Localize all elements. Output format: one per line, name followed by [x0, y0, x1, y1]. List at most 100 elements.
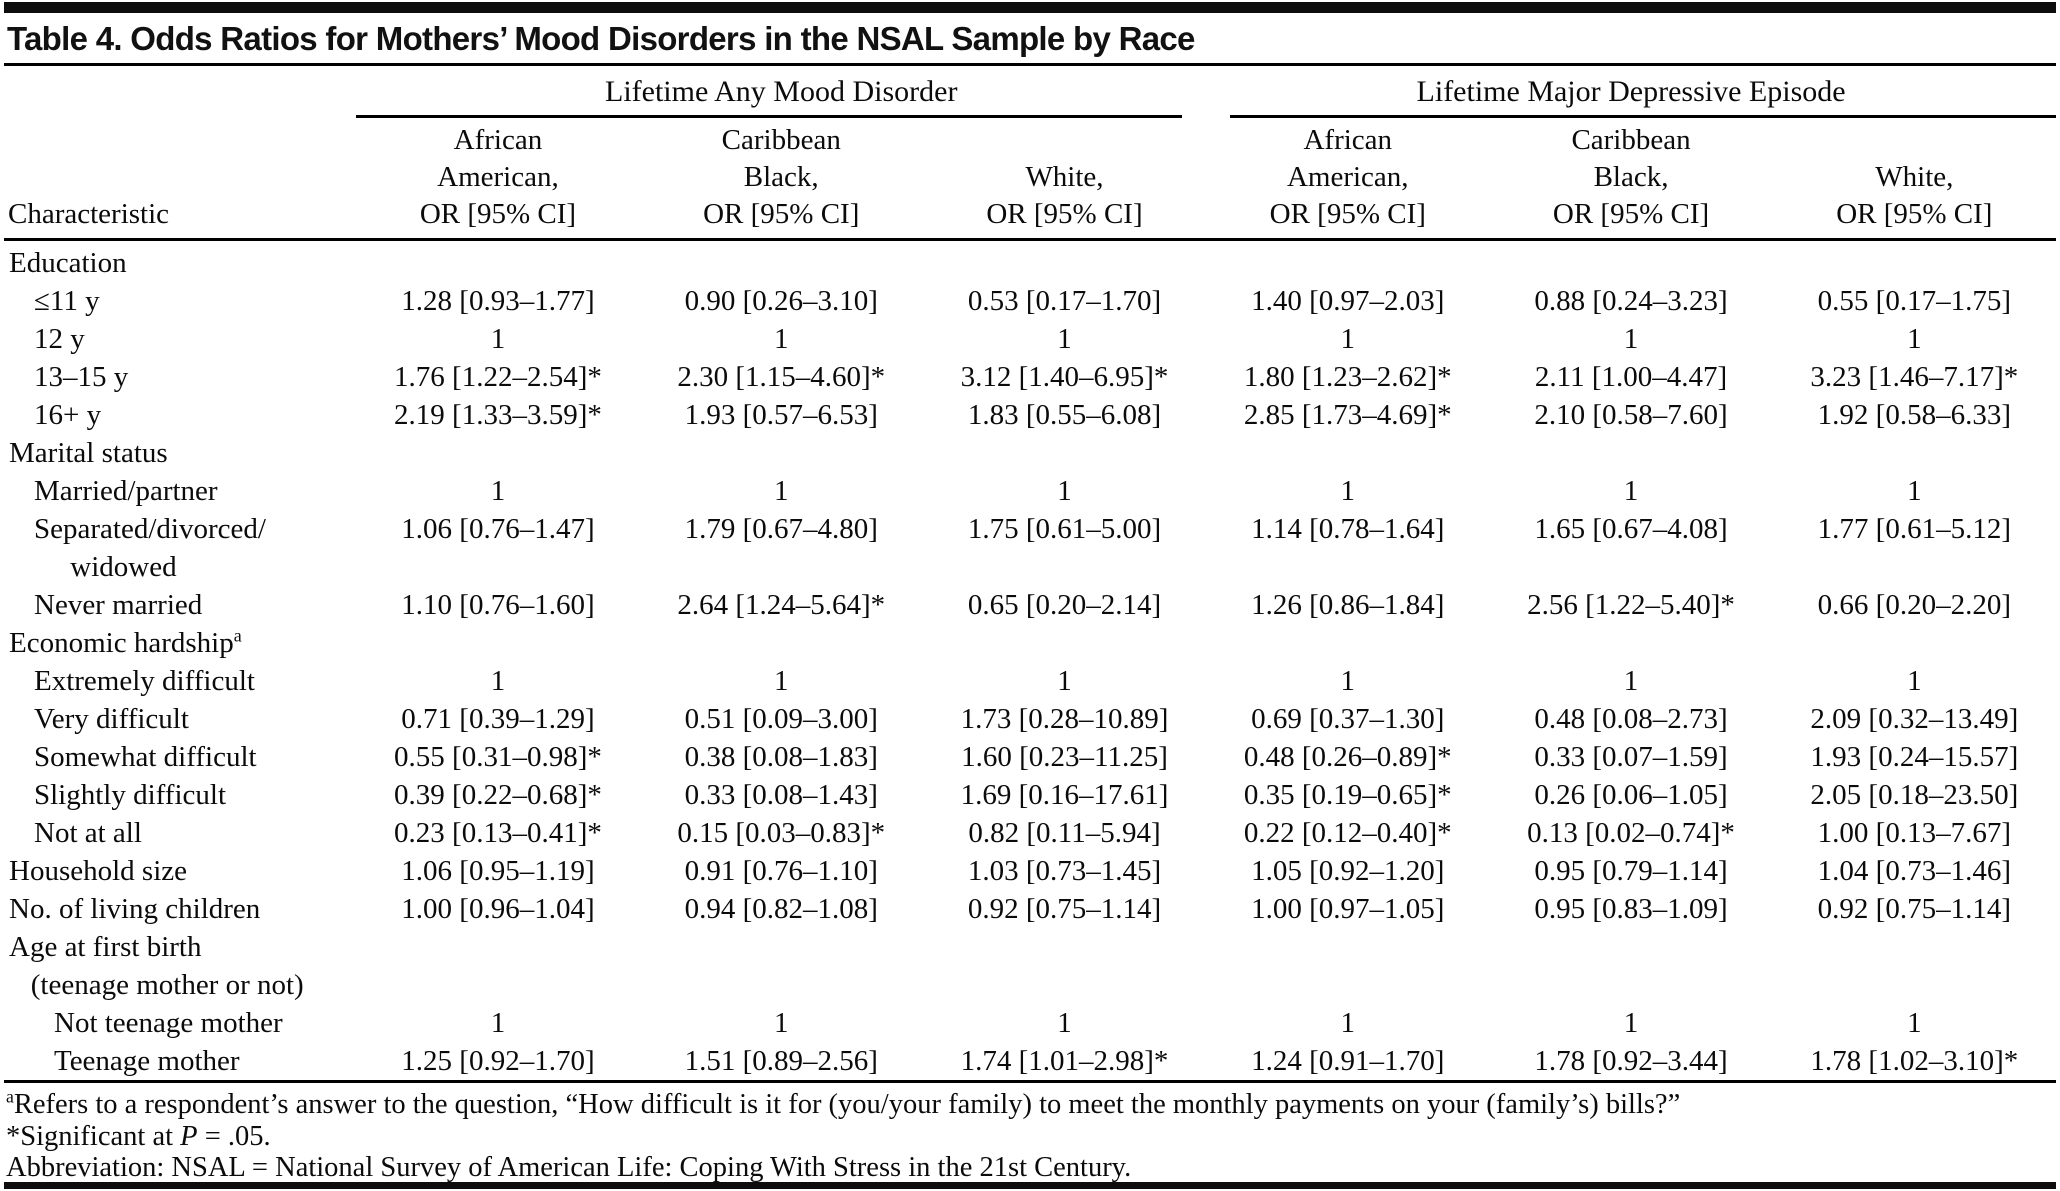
row-label: 13–15 y [34, 361, 129, 393]
row-label: Separated/divorced/ widowed [34, 513, 266, 583]
or-ci-value: 1.69 [0.16–17.61] [960, 779, 1169, 811]
row-label: Somewhat difficult [34, 741, 257, 773]
or-ci-value: 1.93 [0.24–15.57] [1810, 741, 2019, 773]
or-ci-value [1489, 241, 1772, 282]
footnote-economic-hardship: aRefers to a respondent’s answer to the … [6, 1088, 2056, 1121]
or-ci-value: 1.77 [0.61–5.12] [1817, 513, 2011, 545]
or-ci-value: 1 [1057, 475, 1072, 507]
footnote-italic-p: P [180, 1120, 198, 1152]
or-ci-value: 1.14 [0.78–1.64] [1251, 513, 1445, 545]
table-row: Slightly difficult 0.39 [0.22–0.68]* 0.33 … [4, 776, 2056, 814]
or-ci-value: 0.53 [0.17–1.70] [967, 285, 1162, 317]
or-ci-value: 1 [773, 665, 789, 697]
row-label: Teenage mother [54, 1045, 240, 1077]
or-ci-value: 1 [490, 1007, 506, 1039]
or-ci-value: 0.90 [0.26–3.10] [684, 285, 878, 317]
or-ci-value: 0.48 [0.26–0.89]* [1243, 741, 1452, 773]
table-row: 12 y 1 1 1 1 1 1 [4, 320, 2056, 358]
row-label: Married/partner [34, 475, 218, 507]
or-ci-value: 1 [773, 323, 789, 355]
column-header-white-any: White, OR [95% CI] [922, 118, 1207, 241]
or-ci-value [923, 241, 1206, 282]
or-ci-value: 0.33 [0.08–1.43] [684, 779, 878, 811]
footnote-text: Abbreviation: NSAL = National Survey of … [6, 1152, 1132, 1183]
table-row: Marital status [4, 434, 2056, 472]
row-label: Slightly difficult [34, 779, 226, 811]
or-ci-value: 0.55 [0.31–0.98]* [394, 741, 602, 773]
or-ci-value: 1.00 [0.96–1.04] [401, 893, 595, 925]
or-ci-value: 1 [1340, 475, 1356, 507]
or-ci-value [640, 241, 923, 282]
or-ci-value: 2.64 [1.24–5.64]* [677, 589, 886, 621]
or-ci-value: 1.93 [0.57–6.53] [684, 399, 878, 431]
row-label: Household size [9, 855, 187, 887]
row-label: Very difficult [34, 703, 189, 735]
or-ci-value: 1.00 [0.97–1.05] [1251, 893, 1445, 925]
or-ci-value [1773, 624, 2056, 662]
or-ci-value: 1.06 [0.76–1.47] [401, 513, 595, 545]
or-ci-value: 1 [1907, 475, 1922, 507]
or-ci-value: 1 [1057, 665, 1072, 697]
row-label: Extremely difficult [34, 665, 255, 697]
or-ci-value [923, 624, 1206, 662]
column-header-african-american-any: African American, OR [95% CI] [356, 118, 640, 241]
or-ci-value: 0.71 [0.39–1.29] [401, 703, 595, 735]
or-ci-value: 1 [1907, 323, 1922, 355]
or-ci-value: 1.78 [1.02–3.10]* [1810, 1045, 2019, 1077]
footnote-marker: a [233, 625, 242, 646]
or-ci-value: 0.51 [0.09–3.00] [684, 703, 878, 735]
or-ci-value: 1 [1623, 323, 1639, 355]
or-ci-value [1206, 928, 1489, 1004]
group-header-any-mood-disorder: Lifetime Any Mood Disorder [356, 68, 1206, 118]
footnotes: aRefers to a respondent’s answer to the … [6, 1088, 2056, 1184]
or-ci-value: 1.76 [1.22–2.54]* [394, 361, 602, 393]
or-ci-value [923, 928, 1206, 1004]
or-ci-value: 0.22 [0.12–0.40]* [1243, 817, 1452, 849]
or-ci-value: 2.19 [1.33–3.59]* [394, 399, 602, 431]
table-row: No. of living children 1.00 [0.96–1.04] 0.… [4, 890, 2056, 928]
row-label: Not teenage mother [54, 1007, 283, 1039]
or-ci-value: 0.23 [0.13–0.41]* [394, 817, 602, 849]
or-ci-value: 0.15 [0.03–0.83]* [677, 817, 886, 849]
or-ci-value: 1 [490, 665, 506, 697]
or-ci-value: 0.26 [0.06–1.05] [1534, 779, 1728, 811]
title-rule [4, 63, 2056, 66]
or-ci-value: 1.73 [0.28–10.89] [960, 703, 1169, 735]
or-ci-value: 2.10 [0.58–7.60] [1534, 399, 1728, 431]
or-ci-value: 1.40 [0.97–2.03] [1251, 285, 1445, 317]
or-ci-value [1206, 434, 1489, 472]
or-ci-value: 0.92 [0.75–1.14] [1817, 893, 2011, 925]
or-ci-value [1773, 241, 2056, 282]
or-ci-value: 0.35 [0.19–0.65]* [1243, 779, 1452, 811]
or-ci-value [1489, 624, 1772, 662]
or-ci-value: 0.94 [0.82–1.08] [684, 893, 878, 925]
row-label: Never married [34, 589, 203, 621]
or-ci-value: 2.11 [1.00–4.47] [1534, 361, 1728, 393]
or-ci-value: 0.55 [0.17–1.75] [1817, 285, 2011, 317]
or-ci-value [923, 434, 1206, 472]
table-row: Not at all 0.23 [0.13–0.41]* 0.15 [0.03–0.… [4, 814, 2056, 852]
or-ci-value: 0.48 [0.08–2.73] [1534, 703, 1728, 735]
or-ci-value: 1.60 [0.23–11.25] [961, 741, 1168, 773]
table-row: Education [4, 241, 2056, 282]
or-ci-value: 1 [1907, 665, 1922, 697]
or-ci-value: 1.75 [0.61–5.00] [967, 513, 1162, 545]
or-ci-value: 0.88 [0.24–3.23] [1534, 285, 1728, 317]
footnote-text: *Significant at [6, 1120, 181, 1152]
or-ci-value: 1 [1907, 1007, 1922, 1039]
footnote-abbreviation: Abbreviation: NSAL = National Survey of … [6, 1152, 2056, 1184]
table-row: 13–15 y 1.76 [1.22–2.54]* 2.30 [1.15–4.60]… [4, 358, 2056, 396]
or-ci-value: 0.65 [0.20–2.14] [967, 589, 1162, 621]
spanner-rule [356, 115, 1183, 118]
or-ci-value: 2.09 [0.32–13.49] [1810, 703, 2019, 735]
or-ci-value: 1.00 [0.13–7.67] [1817, 817, 2011, 849]
or-ci-value: 2.85 [1.73–4.69]* [1243, 399, 1452, 431]
or-ci-value: 1.83 [0.55–6.08] [967, 399, 1162, 431]
or-ci-value [1489, 434, 1772, 472]
or-ci-value [356, 624, 639, 662]
row-label: Economic hardshipa [9, 625, 242, 659]
or-ci-value [640, 624, 923, 662]
table-row: Very difficult 0.71 [0.39–1.29] 0.51 [0.09… [4, 700, 2056, 738]
or-ci-value [1773, 434, 2056, 472]
table-title: Table 4. Odds Ratios for Mothers’ Mood D… [7, 20, 1195, 57]
